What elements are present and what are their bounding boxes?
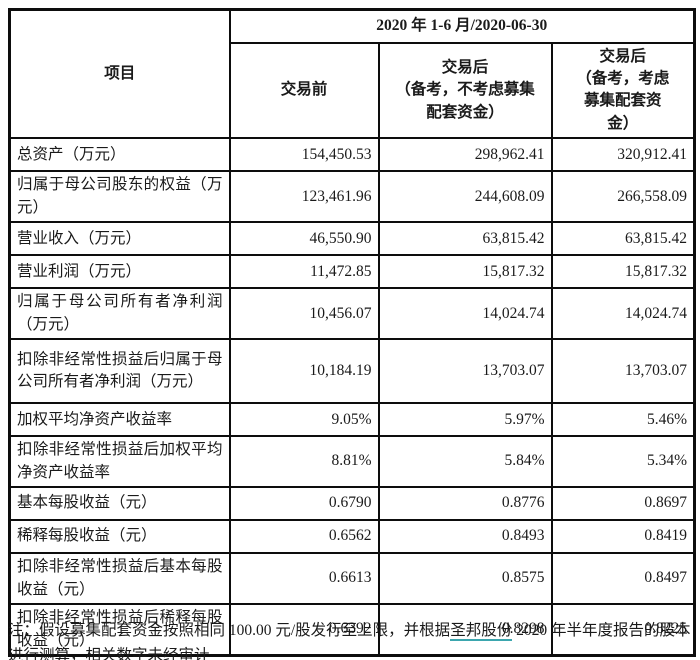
footnote: 注：假设募集配套资金按照相同 100.00 元/股发行至上限，并根据圣邦股份 2… <box>8 618 696 660</box>
row-label: 总资产（万元） <box>8 137 231 173</box>
value-before: 10,184.19 <box>228 338 380 405</box>
row-label: 扣除非经常性损益后基本每股收益（元） <box>8 552 231 606</box>
row-label: 稀释每股收益（元） <box>8 519 231 555</box>
value-after-no-fund: 13,703.07 <box>377 338 553 405</box>
value-before: 0.6562 <box>228 519 380 555</box>
table-row-basic-eps: 基本每股收益（元） 0.6790 0.8776 0.8697 <box>8 486 696 522</box>
header-period: 2020 年 1-6 月/2020-06-30 <box>228 8 696 44</box>
value-after-with-fund: 0.8697 <box>550 486 696 522</box>
value-after-with-fund: 0.8419 <box>550 519 696 555</box>
value-before: 10,456.07 <box>228 287 380 341</box>
row-label: 归属于母公司所有者净利润（万元） <box>8 287 231 341</box>
shengbang-stock-link[interactable]: 圣邦股份 <box>450 622 513 641</box>
value-before: 0.6790 <box>228 486 380 522</box>
value-after-with-fund: 15,817.32 <box>550 254 696 290</box>
header-after-no-fund: 交易后 （备考，不考虑募集 配套资金） <box>377 41 553 140</box>
value-before: 11,472.85 <box>228 254 380 290</box>
value-after-with-fund: 14,024.74 <box>550 287 696 341</box>
value-after-no-fund: 15,817.32 <box>377 254 553 290</box>
row-label: 扣除非经常性损益后归属于母公司所有者净利润（万元） <box>8 338 231 405</box>
row-label: 营业利润（万元） <box>8 254 231 290</box>
value-after-no-fund: 0.8575 <box>377 552 553 606</box>
value-before: 46,550.90 <box>228 221 380 257</box>
value-after-no-fund: 63,815.42 <box>377 221 553 257</box>
value-after-no-fund: 0.8776 <box>377 486 553 522</box>
header-before-transaction: 交易前 <box>228 41 380 140</box>
table-row-weighted-avg-roe-ex-nonrecurring: 扣除非经常性损益后加权平均净资产收益率 8.81% 5.84% 5.34% <box>8 435 696 489</box>
value-after-with-fund: 13,703.07 <box>550 338 696 405</box>
table-header-columns-row: 交易前 交易后 （备考，不考虑募集 配套资金） 交易后 （备考，考虑 募集配套资… <box>10 41 696 140</box>
value-after-no-fund: 0.8298 <box>377 603 553 657</box>
table-row-parent-equity: 归属于母公司股东的权益（万元） 123,461.96 244,608.09 26… <box>8 170 696 224</box>
table-row-operating-profit: 营业利润（万元） 11,472.85 15,817.32 15,817.32 <box>8 254 696 290</box>
table-header-period-row: 项目 2020 年 1-6 月/2020-06-30 <box>8 8 696 140</box>
row-label: 归属于母公司股东的权益（万元） <box>8 170 231 224</box>
table-row-total-assets: 总资产（万元） 154,450.53 298,962.41 320,912.41 <box>8 137 696 173</box>
header-item-column: 项目 <box>8 8 231 140</box>
table-row-basic-eps-ex-nonrecurring: 扣除非经常性损益后基本每股收益（元） 0.6613 0.8575 0.8497 <box>8 552 696 606</box>
row-label: 营业收入（万元） <box>8 221 231 257</box>
value-after-with-fund: 0.8497 <box>550 552 696 606</box>
row-label: 扣除非经常性损益后加权平均净资产收益率 <box>8 435 231 489</box>
pro-forma-financials-table: 项目 2020 年 1-6 月/2020-06-30 交易前 交易后 （备考，不… <box>8 8 697 658</box>
value-before: 0.6392 <box>228 603 380 657</box>
footnote-text-prefix: 注：假设募集配套资金按照相同 100.00 元/股发行至上限，并根据 <box>8 622 451 639</box>
table-row-parent-net-profit: 归属于母公司所有者净利润（万元） 10,456.07 14,024.74 14,… <box>8 287 696 341</box>
table-row-operating-revenue: 营业收入（万元） 46,550.90 63,815.42 63,815.42 <box>8 221 696 257</box>
value-after-no-fund: 0.8493 <box>377 519 553 555</box>
value-after-no-fund: 5.97% <box>377 402 553 438</box>
row-label: 加权平均净资产收益率 <box>8 402 231 438</box>
value-after-no-fund: 298,962.41 <box>377 137 553 173</box>
table-row-net-profit-ex-nonrecurring: 扣除非经常性损益后归属于母公司所有者净利润（万元） 10,184.19 13,7… <box>8 338 696 405</box>
footnote-text-suffix: 2020 年半年度报告的股本进行测算，相关数字未经审计 <box>8 622 691 660</box>
value-after-no-fund: 244,608.09 <box>377 170 553 224</box>
table-row-diluted-eps: 稀释每股收益（元） 0.6562 0.8493 0.8419 <box>8 519 696 555</box>
value-after-no-fund: 5.84% <box>377 435 553 489</box>
value-after-with-fund: 266,558.09 <box>550 170 696 224</box>
value-before: 154,450.53 <box>228 137 380 173</box>
value-after-no-fund: 14,024.74 <box>377 287 553 341</box>
value-before: 8.81% <box>228 435 380 489</box>
value-before: 123,461.96 <box>228 170 380 224</box>
value-after-with-fund: 5.46% <box>550 402 696 438</box>
row-label: 基本每股收益（元） <box>8 486 231 522</box>
value-before: 9.05% <box>228 402 380 438</box>
header-after-with-fund: 交易后 （备考，考虑 募集配套资 金） <box>550 41 696 140</box>
value-after-with-fund: 320,912.41 <box>550 137 696 173</box>
value-after-with-fund: 0.8225 <box>550 603 696 657</box>
row-label: 扣除非经常性损益后稀释每股收益（元） <box>8 603 231 657</box>
value-after-with-fund: 63,815.42 <box>550 221 696 257</box>
value-after-with-fund: 5.34% <box>550 435 696 489</box>
value-before: 0.6613 <box>228 552 380 606</box>
table-row-diluted-eps-ex-nonrecurring: 扣除非经常性损益后稀释每股收益（元） 0.6392 0.8298 0.8225 <box>8 603 696 657</box>
table-row-weighted-avg-roe: 加权平均净资产收益率 9.05% 5.97% 5.46% <box>8 402 696 438</box>
